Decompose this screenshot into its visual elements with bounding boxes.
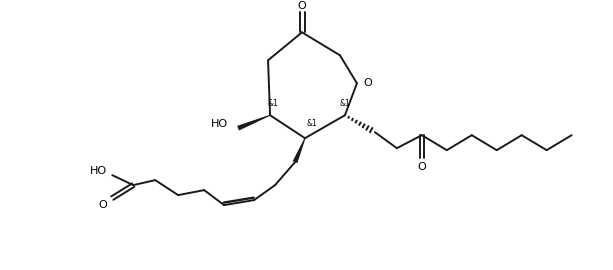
Text: &1: &1 bbox=[306, 119, 318, 128]
Polygon shape bbox=[237, 115, 270, 130]
Polygon shape bbox=[293, 138, 305, 163]
Text: &1: &1 bbox=[340, 99, 350, 108]
Text: HO: HO bbox=[211, 119, 228, 129]
Text: O: O bbox=[363, 78, 371, 88]
Text: &1: &1 bbox=[268, 99, 278, 108]
Text: O: O bbox=[417, 162, 426, 172]
Text: O: O bbox=[99, 200, 107, 210]
Text: O: O bbox=[298, 1, 306, 11]
Text: HO: HO bbox=[90, 166, 107, 176]
